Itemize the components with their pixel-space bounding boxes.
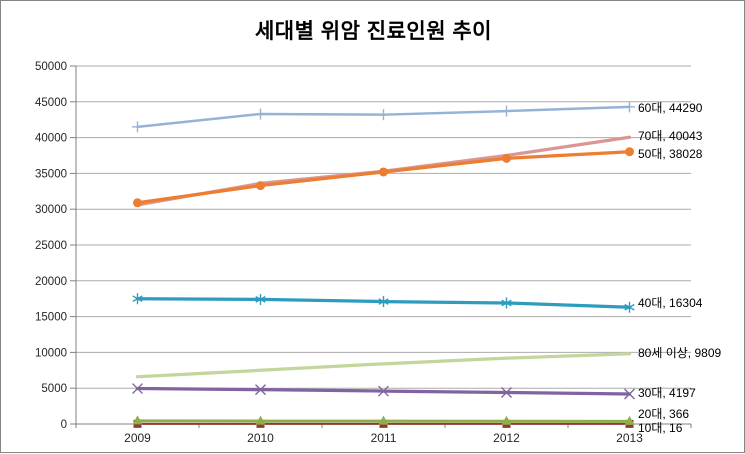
series-end-label-30대: 30대, 4197 — [638, 386, 696, 400]
marker-circle — [256, 181, 265, 190]
x-tick-label: 2011 — [371, 431, 397, 445]
y-tick-label: 45000 — [35, 97, 67, 109]
x-tick-label: 2010 — [247, 431, 274, 445]
y-tick-label: 15000 — [35, 312, 67, 324]
x-tick-label: 2009 — [124, 431, 151, 445]
series-end-label-80세 이상: 80세 이상, 9809 — [638, 346, 721, 360]
marker-circle — [133, 198, 142, 207]
series-end-label-50대: 50대, 38028 — [638, 147, 702, 161]
y-tick-label: 20000 — [35, 276, 67, 288]
series-end-label-70대: 70대, 40043 — [638, 129, 702, 143]
series-line-80세 이상 — [138, 354, 630, 377]
y-tick-label: 25000 — [35, 240, 67, 252]
y-tick-label: 40000 — [35, 133, 67, 145]
marker-circle — [502, 154, 511, 163]
series-end-label-20대: 20대, 366 — [638, 407, 689, 421]
x-tick-label: 2012 — [493, 431, 520, 445]
y-tick-label: 5000 — [41, 383, 67, 395]
y-tick-label: 10000 — [35, 347, 67, 359]
marker-circle — [625, 147, 634, 156]
marker-circle — [379, 167, 388, 176]
y-tick-label: 50000 — [35, 61, 67, 73]
y-tick-label: 0 — [61, 419, 67, 431]
y-tick-label: 35000 — [35, 168, 67, 180]
series-end-label-60대: 60대, 44290 — [638, 101, 702, 115]
series-end-label-10대: 10대, 16 — [638, 421, 682, 435]
series-line-50대 — [138, 152, 630, 203]
series-end-label-40대: 40대, 16304 — [638, 296, 702, 310]
y-tick-label: 30000 — [35, 204, 67, 216]
